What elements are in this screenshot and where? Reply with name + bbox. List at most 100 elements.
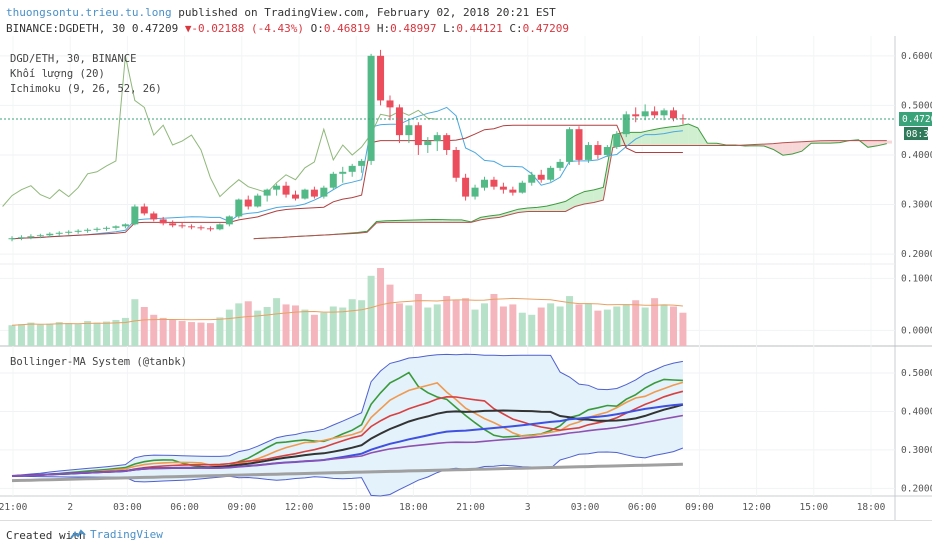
volume-bar [75, 324, 82, 346]
author-link[interactable]: thuongsontu.trieu.tu.long [6, 6, 172, 19]
candle-body [94, 229, 101, 230]
candle-body [46, 234, 53, 235]
bollinger-tick-label: 0.3000 [901, 445, 932, 456]
volume-bar [84, 321, 91, 346]
candle-body [528, 175, 535, 183]
legend-volume[interactable]: Khối lượng (20) [10, 67, 162, 82]
high-label: H: [370, 22, 390, 35]
tradingview-logo[interactable]: TradingView [70, 528, 163, 541]
high-value: 0.48997 [390, 22, 436, 35]
candle-body [604, 147, 611, 155]
candle-body [339, 172, 346, 174]
candle-body [150, 213, 157, 219]
volume-bar [65, 323, 72, 346]
close-value: 0.47209 [523, 22, 569, 35]
volume-bar [632, 300, 639, 346]
cloud-segment [887, 141, 892, 144]
cloud-segment [679, 124, 688, 146]
volume-tick-label: 0.00000 [901, 325, 932, 336]
candle-body [481, 180, 488, 188]
time-tick-label: 12:00 [285, 502, 314, 513]
volume-bar [235, 303, 242, 346]
cloud-segment [670, 126, 679, 146]
legend-ichimoku[interactable]: Ichimoku (9, 26, 52, 26) [10, 82, 162, 97]
candle-body [472, 188, 479, 197]
candle-body [169, 223, 176, 225]
candle-body [301, 190, 308, 199]
candle-body [434, 135, 441, 141]
volume-bar [18, 324, 25, 346]
price-tick-label: 0.60000 [901, 51, 932, 62]
candle-body [245, 200, 252, 207]
volume-bar [604, 310, 611, 346]
candle-body [490, 180, 497, 187]
low-value: 0.44121 [456, 22, 502, 35]
time-tick-label: 3 [525, 502, 531, 513]
candle-body [443, 135, 450, 150]
cloud-segment [651, 128, 660, 145]
volume-bar [453, 300, 460, 346]
time-tick-label: 03:00 [113, 502, 142, 513]
volume-bar [434, 304, 441, 346]
candle-body [311, 190, 318, 197]
time-tick-label: 06:00 [170, 502, 199, 513]
volume-bar [396, 303, 403, 346]
volume-bar [679, 313, 686, 346]
volume-bar [94, 323, 101, 346]
candle-body [198, 227, 205, 228]
volume-bar [585, 303, 592, 346]
candle-body [264, 190, 271, 196]
volume-bar [387, 285, 394, 346]
volume-bar [415, 294, 422, 346]
volume-bar [273, 298, 280, 346]
candle-body [405, 125, 412, 135]
price-tick-label: 0.20000 [901, 249, 932, 260]
candle-body [424, 141, 431, 145]
candle-body [320, 188, 327, 197]
bollinger-tick-label: 0.2000 [901, 483, 932, 494]
candle-body [613, 134, 620, 147]
candle-body [557, 162, 564, 168]
volume-bar [207, 323, 214, 346]
symbol-ohlc-header: BINANCE:DGDETH, 30 0.47209 ▼-0.02188 (-4… [6, 22, 569, 35]
volume-bar [443, 296, 450, 346]
time-tick-label: 15:00 [799, 502, 828, 513]
volume-bar [283, 304, 290, 346]
volume-bar [188, 322, 195, 346]
candle-body [273, 186, 280, 190]
bollinger-tick-label: 0.5000 [901, 368, 932, 379]
candle-body [65, 232, 72, 233]
legend-symbol[interactable]: DGD/ETH, 30, BINANCE [10, 52, 162, 67]
volume-bar [557, 306, 564, 346]
volume-tick-label: 0.10000 [901, 273, 932, 284]
candle-body [585, 145, 592, 160]
candle-body [131, 207, 138, 225]
volume-bar [576, 304, 583, 346]
candle-body [75, 231, 82, 232]
volume-bar [320, 313, 327, 346]
candle-body [415, 125, 422, 145]
time-tick-label: 03:00 [571, 502, 600, 513]
candle-body [254, 196, 261, 207]
candle-body [349, 166, 356, 172]
volume-bar [670, 306, 677, 346]
time-tick-label: 18:00 [399, 502, 428, 513]
time-tick-label: 06:00 [628, 502, 657, 513]
volume-bar [301, 310, 308, 346]
candle-body [368, 56, 375, 161]
candle-body [18, 237, 25, 238]
volume-bar [103, 322, 110, 346]
candle-body [651, 111, 658, 115]
bollinger-pane-legend[interactable]: Bollinger-MA System (@tanbk) [10, 356, 187, 368]
cloud-segment [584, 190, 593, 204]
volume-bar [37, 325, 44, 346]
volume-bar [528, 315, 535, 346]
candle-body [122, 224, 129, 226]
candle-body [576, 129, 583, 160]
candle-body [56, 233, 63, 234]
volume-bar [462, 298, 469, 346]
volume-bar [481, 303, 488, 346]
volume-bar [623, 304, 630, 346]
